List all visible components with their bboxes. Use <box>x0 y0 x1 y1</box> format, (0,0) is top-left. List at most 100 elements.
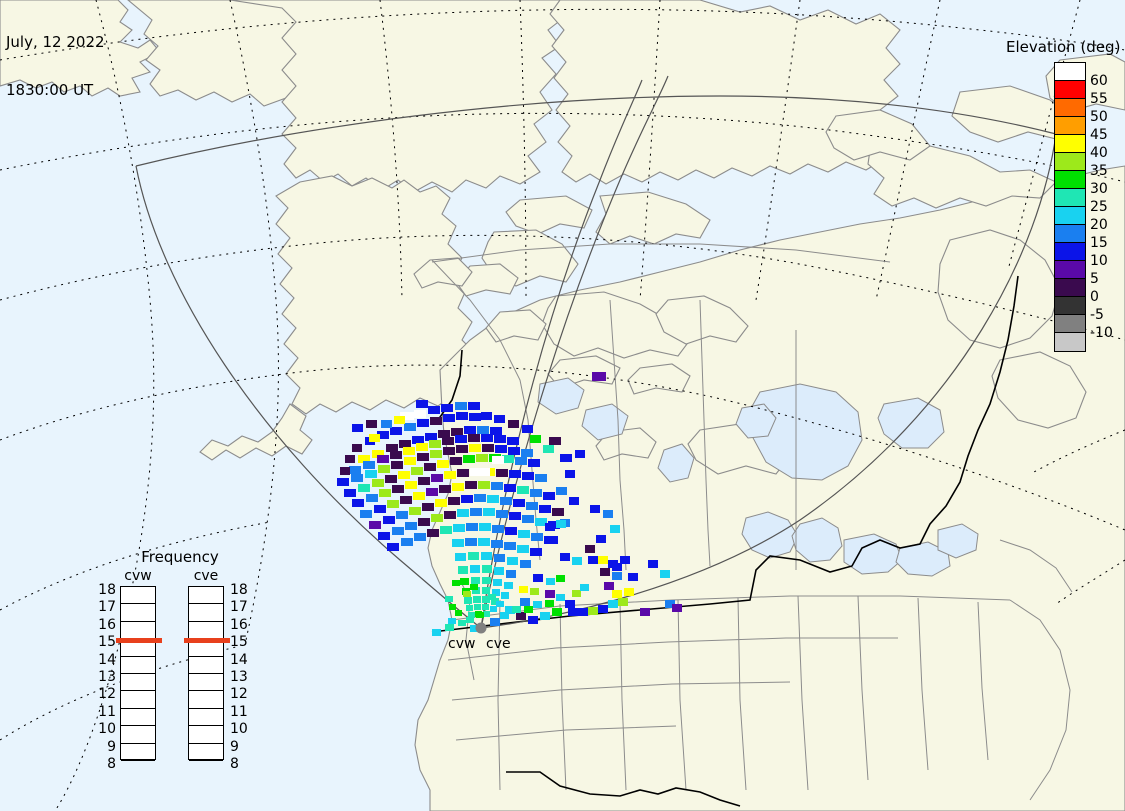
inland-water <box>537 377 979 577</box>
site-label-cve: cve <box>486 636 511 652</box>
scatter-cell <box>455 610 462 616</box>
scatter-cell <box>337 478 349 486</box>
elevation-tick-label: 25 <box>1090 199 1108 215</box>
scatter-cell <box>481 434 493 442</box>
frequency-tick-label: 17 <box>98 599 116 616</box>
elevation-tick-label: 30 <box>1090 181 1108 197</box>
scatter-cell <box>612 563 622 571</box>
greenland-baffin <box>937 229 1087 429</box>
scatter-cell <box>483 611 490 617</box>
scatter-cell <box>429 440 441 448</box>
scatter-cell <box>358 484 370 492</box>
scatter-cell <box>496 510 508 518</box>
frequency-tick-label: 11 <box>98 703 116 720</box>
scatter-cell <box>517 545 529 553</box>
scatter-cell <box>482 565 492 573</box>
scatter-cell <box>530 489 542 497</box>
scatter-cell <box>365 470 377 478</box>
scatter-cell <box>340 467 350 475</box>
scatter-cell <box>552 608 562 616</box>
site-label-cvw: cvw <box>448 636 476 652</box>
scatter-cell <box>491 482 503 490</box>
scatter-cell <box>445 596 453 602</box>
frequency-tick-label: 16 <box>98 616 116 633</box>
scatter-cell <box>358 455 370 463</box>
scatter-cell <box>390 451 402 459</box>
scatter-cell <box>416 400 428 408</box>
frequency-tick-label: 14 <box>98 651 116 668</box>
scatter-cell <box>400 496 412 504</box>
elevation-band <box>1055 99 1085 117</box>
scatter-cell <box>404 457 416 465</box>
scatter-cell <box>496 469 508 477</box>
elevation-band <box>1055 207 1085 225</box>
scatter-cell <box>548 536 558 544</box>
elevation-band <box>1055 297 1085 315</box>
scatter-cell <box>598 556 608 564</box>
frequency-columns: cvw 18 17 16 15 14 13 12 11 10 9 8 cve 18 17 16 15 14 13 12… <box>92 568 272 783</box>
frequency-bar-cell <box>121 639 155 657</box>
scatter-cell <box>482 596 490 603</box>
elevation-tick-label: 50 <box>1090 109 1108 125</box>
scatter-cell <box>592 372 606 381</box>
scatter-cell <box>456 412 468 420</box>
scatter-cell <box>387 543 399 551</box>
frequency-tick-label: 16 <box>230 616 248 633</box>
frequency-bar-cell <box>189 709 223 727</box>
frequency-tick-label: 15 <box>98 634 116 651</box>
scatter-cell <box>466 617 474 623</box>
scatter-cell <box>528 616 538 624</box>
frequency-tick-label: 13 <box>98 669 116 685</box>
scatter-cell <box>572 590 581 597</box>
elevation-tick-label: 20 <box>1090 217 1108 233</box>
scatter-cell <box>598 605 608 613</box>
scatter-cell <box>530 548 542 556</box>
scatter-cell <box>618 598 628 606</box>
scatter-cell <box>455 402 467 410</box>
scatter-cell <box>349 466 361 474</box>
scatter-cell <box>608 600 618 608</box>
scatter-cell <box>483 508 495 516</box>
scatter-cell <box>516 612 526 620</box>
scatter-cell <box>509 470 521 478</box>
scatter-cell <box>379 489 391 497</box>
frequency-title: Frequency <box>141 548 219 566</box>
scatter-cell <box>665 600 675 608</box>
frequency-bar-cell <box>121 587 155 605</box>
elevation-band <box>1055 135 1085 153</box>
scatter-cell <box>445 624 454 631</box>
scatter-cell <box>492 456 504 464</box>
scatter-cell <box>425 433 437 441</box>
scatter-cell <box>539 505 551 513</box>
scatter-cell <box>387 500 399 508</box>
scatter-cell <box>481 552 492 560</box>
scatter-cell <box>612 572 622 580</box>
scatter-cell <box>372 450 384 458</box>
scatter-cell <box>513 499 525 507</box>
scatter-cell <box>444 471 456 479</box>
scatter-cell <box>478 538 490 546</box>
scatter-cell <box>502 455 514 463</box>
elevation-tick-label: 35 <box>1090 163 1108 179</box>
scatter-cell <box>526 502 538 510</box>
elevation-tick-label: 60 <box>1090 73 1108 89</box>
frequency-tick-label: 12 <box>230 686 248 703</box>
scatter-cell <box>351 474 363 482</box>
scatter-cell <box>556 594 565 601</box>
frequency-channel-cve: cve <box>184 568 230 761</box>
scatter-cell <box>409 507 421 515</box>
scatter-cell <box>377 431 389 439</box>
frequency-marker <box>184 638 230 644</box>
frequency-bar <box>184 586 230 761</box>
scatter-cell <box>444 511 456 519</box>
scatter-cell <box>392 527 404 535</box>
frequency-marker <box>116 638 162 644</box>
scatter-cell <box>535 474 547 482</box>
elevation-tick-label: -5 <box>1090 307 1104 323</box>
frequency-bar-cell <box>121 674 155 692</box>
scatter-cell <box>401 538 413 546</box>
scatter-cell <box>504 582 513 589</box>
scatter-cell <box>533 574 543 582</box>
frequency-bar-cell <box>189 622 223 640</box>
scatter-cell <box>470 584 478 590</box>
